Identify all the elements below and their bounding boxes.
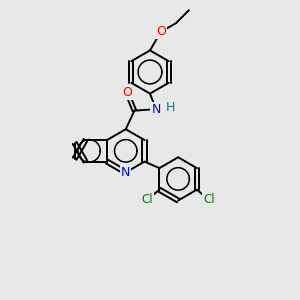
Text: N: N — [121, 166, 130, 179]
Text: N: N — [151, 103, 161, 116]
Text: O: O — [122, 85, 132, 99]
Text: O: O — [156, 25, 166, 38]
Text: H: H — [165, 101, 175, 114]
Text: Cl: Cl — [142, 193, 153, 206]
Text: Cl: Cl — [203, 193, 214, 206]
